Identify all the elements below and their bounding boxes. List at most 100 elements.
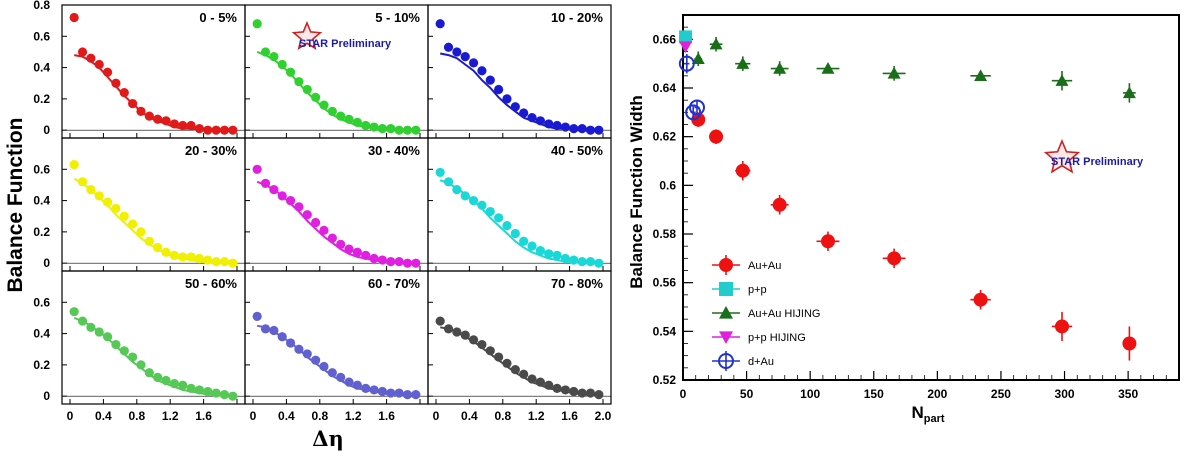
panel: 10 - 20% [427,4,612,139]
data-point [477,66,487,76]
data-point [369,122,379,132]
x-tick-label: 1.6 [378,409,395,423]
data-point [402,125,413,135]
legend-entry: p+p [712,282,767,296]
data-point [502,221,512,231]
x-tick-label: 0.8 [128,409,145,423]
data-point [494,84,504,95]
data-point [111,339,121,350]
y-axis-label: Balance Function Width [627,95,646,288]
data-point [452,327,462,337]
data-point [519,369,529,379]
data-point [311,355,321,365]
legend-label: Au+Au [748,260,781,272]
data-point [468,58,479,68]
data-point [369,385,379,395]
data-point [552,120,562,131]
data-point [691,52,705,64]
data-point [203,125,213,135]
data-point [460,330,470,340]
data-point [485,346,495,356]
data-point [361,120,371,131]
data-point [460,52,470,62]
panel-title: 30 - 40% [368,143,420,158]
data-point [260,178,271,188]
legend-entry: d+Au [712,351,774,371]
data-point [260,324,271,334]
y-tick-label: 0 [43,123,50,137]
data-point [719,331,733,344]
x-tick-label: 0.8 [311,409,328,423]
data-point [460,191,470,201]
data-point [502,358,512,368]
panel-title: 10 - 20% [551,10,603,25]
data-point [302,210,312,220]
data-point [277,332,287,342]
data-point [277,191,287,201]
data-point [119,88,129,98]
data-point [94,327,104,337]
data-point [111,203,121,214]
star-logo-icon [291,20,323,50]
data-point [443,42,454,52]
data-point [294,202,304,212]
data-point [887,66,901,79]
data-point [69,12,79,23]
data-point [386,257,396,267]
x-tick-label: 0.8 [494,409,511,423]
x-axis-label-subscript: part [924,413,945,425]
data-point [169,379,179,389]
series [691,112,1137,361]
legend-label: p+p [748,284,767,296]
data-point [678,55,695,72]
x-tick-label: 0.4 [461,409,478,423]
data-point [510,364,520,375]
data-point [519,236,529,246]
data-point [319,361,329,372]
data-point [443,324,454,334]
data-point [186,252,196,262]
data-point [735,163,750,178]
data-point [277,59,287,70]
data-point [691,112,706,127]
data-point [228,258,238,268]
panel: 20 - 30% [61,137,246,272]
data-point [153,114,163,124]
data-point [186,120,196,131]
data-point [394,257,404,267]
x-axis-label-main: N [911,403,923,422]
data-point [452,185,462,195]
data-point [435,19,445,29]
panel-title: 60 - 70% [368,276,420,291]
data-point [585,125,596,135]
y-tick-label: 0.58 [653,227,677,241]
data-point [252,164,262,174]
data-point [94,59,104,70]
legend-entry: Au+Au HIJING [712,306,820,320]
star-preliminary-badge: STAR Preliminary [1043,138,1144,174]
data-point [560,122,571,132]
data-point [435,316,445,326]
data-point [569,255,579,265]
data-point [86,322,96,332]
data-point [535,377,545,387]
y-tick-label: 0.52 [653,373,677,387]
data-point [136,227,146,237]
data-point [594,125,604,135]
data-point [1054,319,1069,334]
y-tick-label: 0.4 [33,61,50,75]
data-point [685,104,702,121]
data-point [544,119,554,129]
data-point [594,258,604,268]
star-logo-icon [1043,138,1081,174]
data-point [352,247,362,257]
data-point [178,380,188,390]
data-point [709,129,724,144]
data-point [688,99,705,116]
panel: 50 - 60% [61,270,246,405]
x-tick-label: 0 [250,409,257,423]
data-point [211,257,221,267]
data-point [169,119,179,129]
data-point [577,388,587,398]
x-tick-labels: 0 0.4 0.8 1.2 1.6 0 0.4 0.8 1.2 1.6 0 0.4 0.8 1.2 1.6 2… [67,409,612,423]
